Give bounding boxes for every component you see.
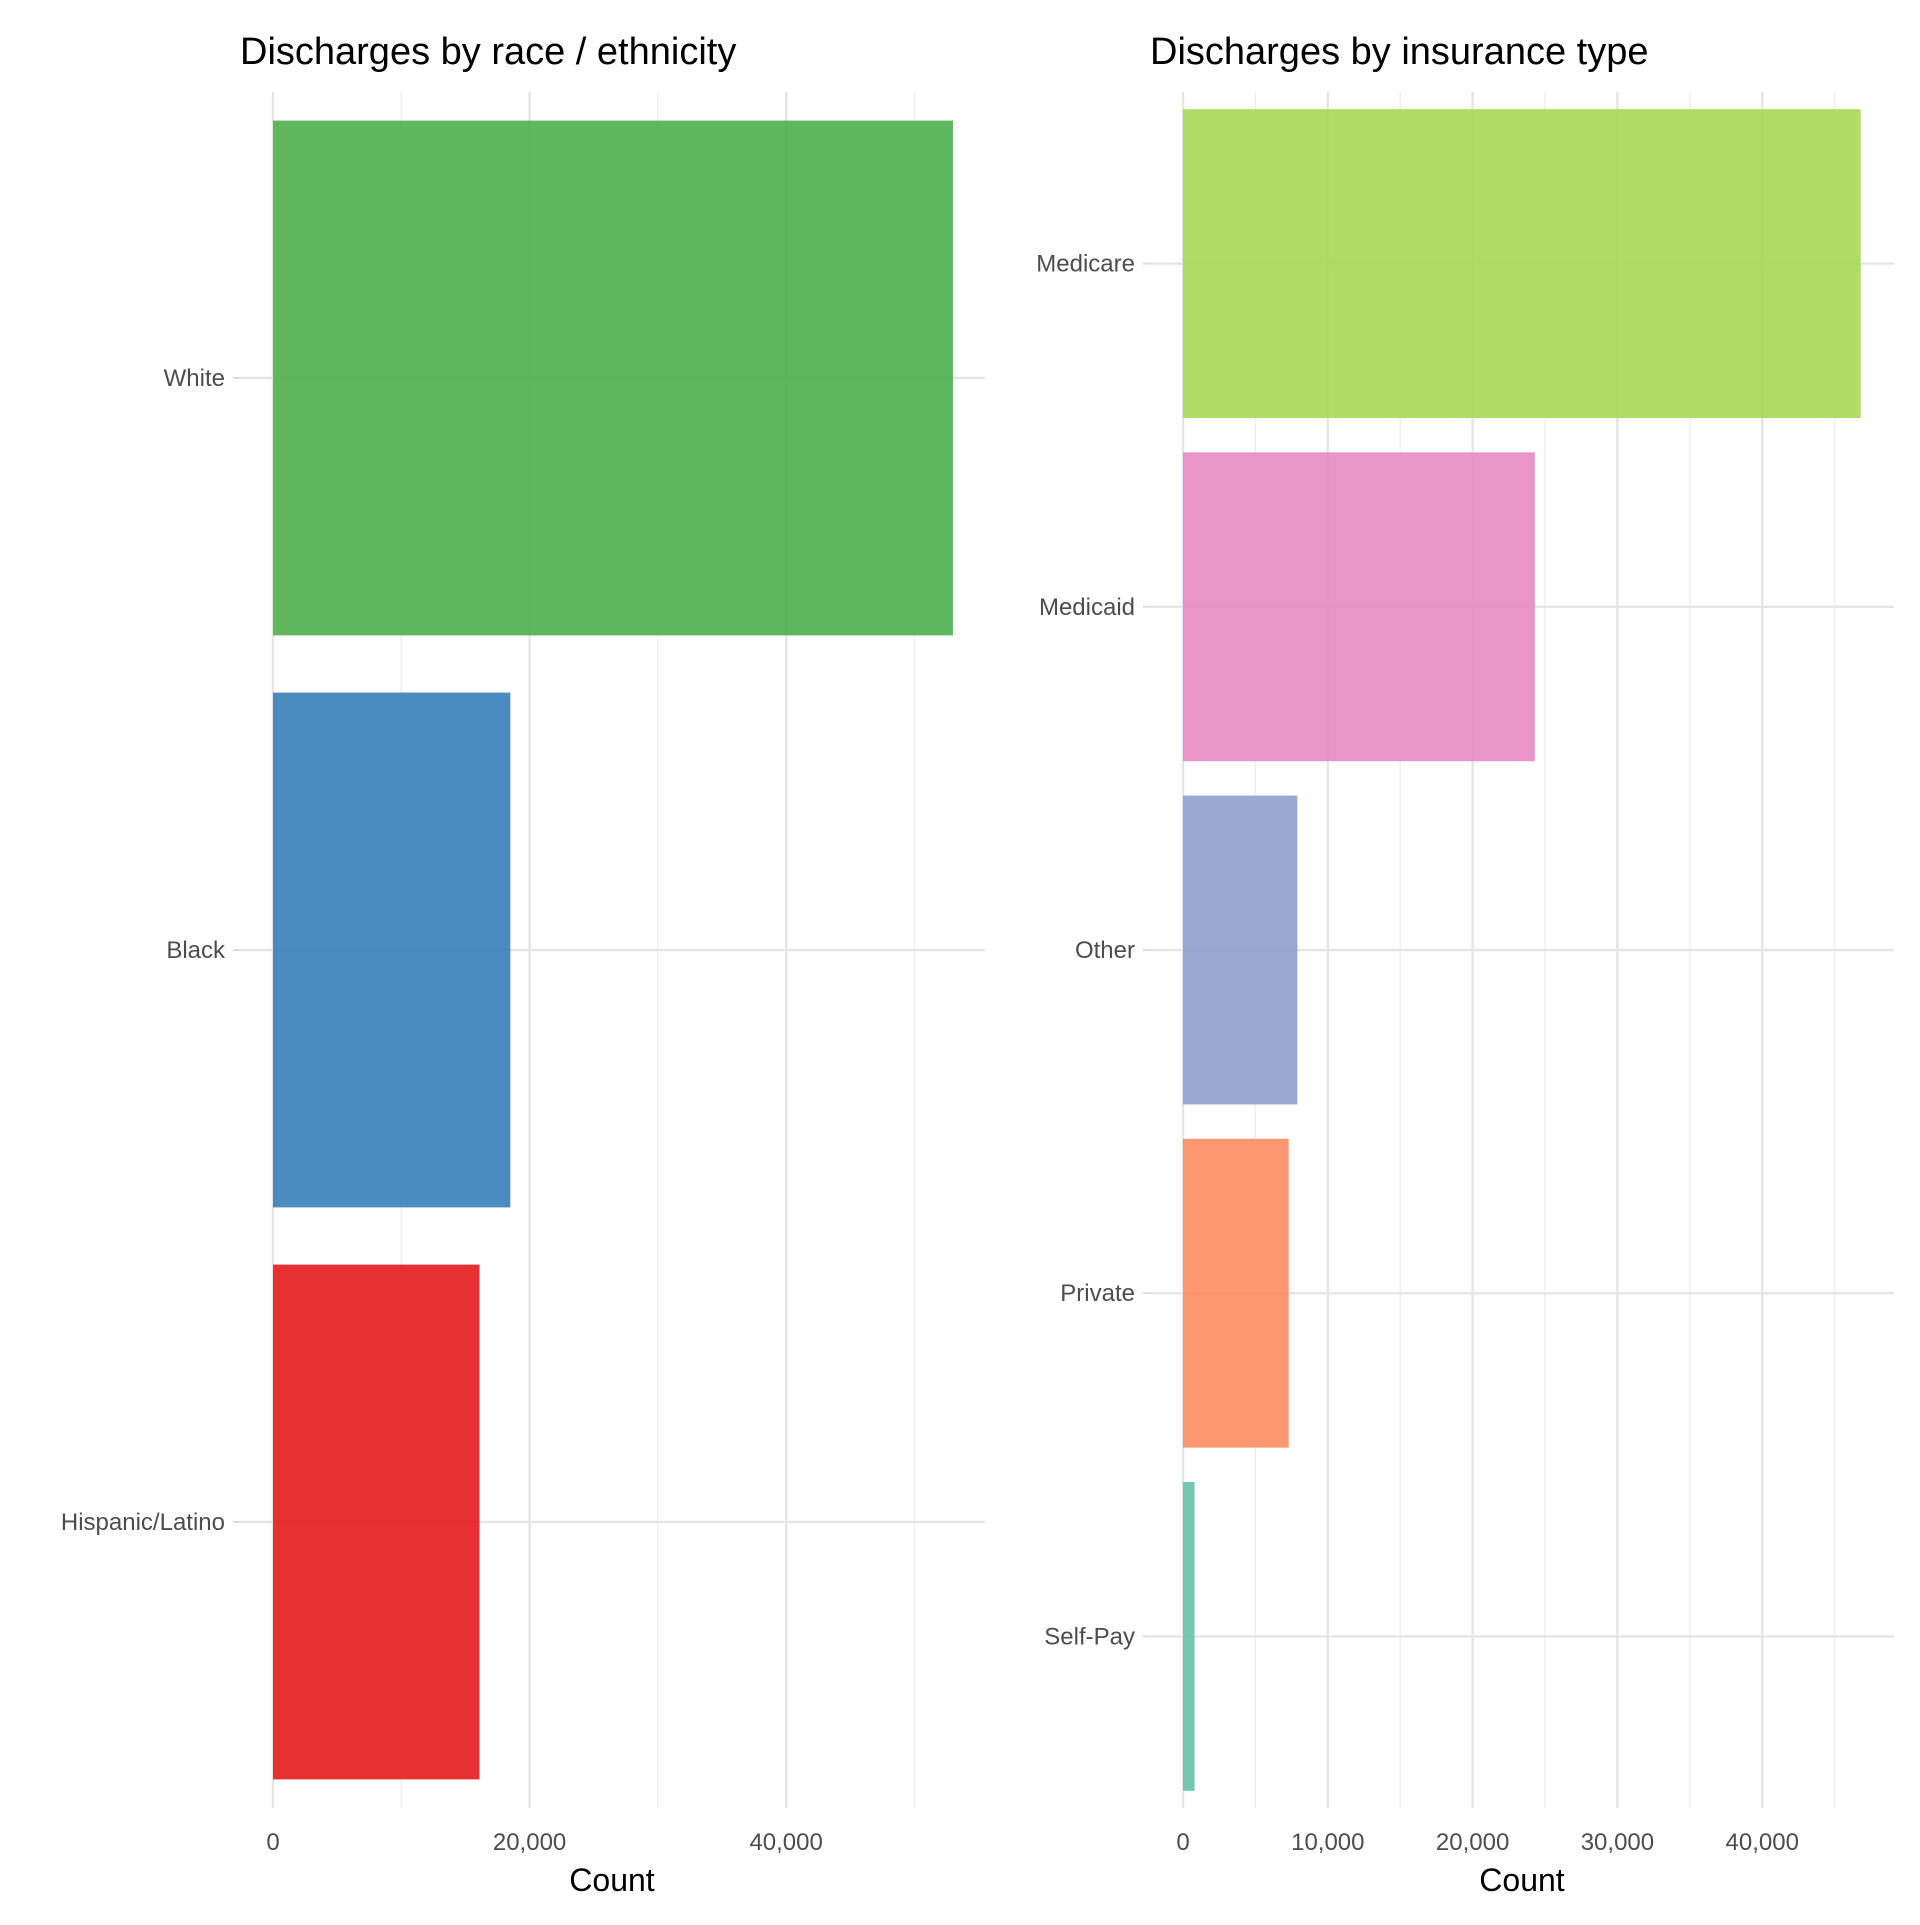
race-x-tick-label: 40,000 [749,1829,822,1856]
race-bar-white [273,120,953,636]
race-category-labels: White Black Hispanic/Latino [61,365,240,1536]
race-bar-black [273,692,511,1208]
insurance-x-axis-title: Count [1479,1862,1565,1898]
insurance-bars [1183,109,1861,1791]
insurance-bar-private [1183,1138,1289,1448]
race-ethnicity-panel: Discharges by race / ethnicity White Blac… [61,31,985,1898]
race-chart-title: Discharges by race / ethnicity [240,31,736,73]
insurance-bar-self-pay [1183,1481,1195,1791]
race-x-axis-title: Count [569,1862,655,1898]
insurance-category-label-medicaid: Medicaid [1039,594,1135,621]
race-bars [273,120,953,1780]
insurance-bar-medicaid [1183,452,1535,762]
race-category-label-white: White [164,365,225,392]
insurance-type-panel: Discharges by insurance type MedicareMed… [1036,31,1894,1898]
insurance-category-label-other: Other [1075,937,1135,964]
insurance-x-tick-label: 40,000 [1726,1829,1799,1856]
insurance-x-tick-label: 30,000 [1581,1829,1654,1856]
insurance-chart-title: Discharges by insurance type [1150,31,1648,73]
insurance-category-label-private: Private [1060,1280,1135,1307]
race-category-label-hispanic-latino: Hispanic/Latino [61,1509,225,1536]
insurance-x-tick-label: 10,000 [1291,1829,1364,1856]
insurance-bar-medicare [1183,109,1861,419]
insurance-x-tick-label: 20,000 [1436,1829,1509,1856]
insurance-x-tick-labels: 0 10,000 20,000 30,000 40,000 [1176,1829,1799,1856]
race-x-tick-labels: 0 20,000 40,000 [266,1829,823,1856]
insurance-category-label-self-pay: Self-Pay [1044,1623,1135,1650]
insurance-x-tick-label: 0 [1176,1829,1189,1856]
race-x-tick-label: 0 [266,1829,279,1856]
race-bar-hispanic-latino [273,1264,480,1780]
race-category-label-black: Black [166,937,226,964]
insurance-category-labels: Medicare Medicaid Other Private Self-Pay [1036,251,1150,1650]
race-x-tick-label: 20,000 [493,1829,566,1856]
insurance-category-label-medicare: Medicare [1036,251,1135,278]
insurance-bar-other [1183,795,1298,1105]
